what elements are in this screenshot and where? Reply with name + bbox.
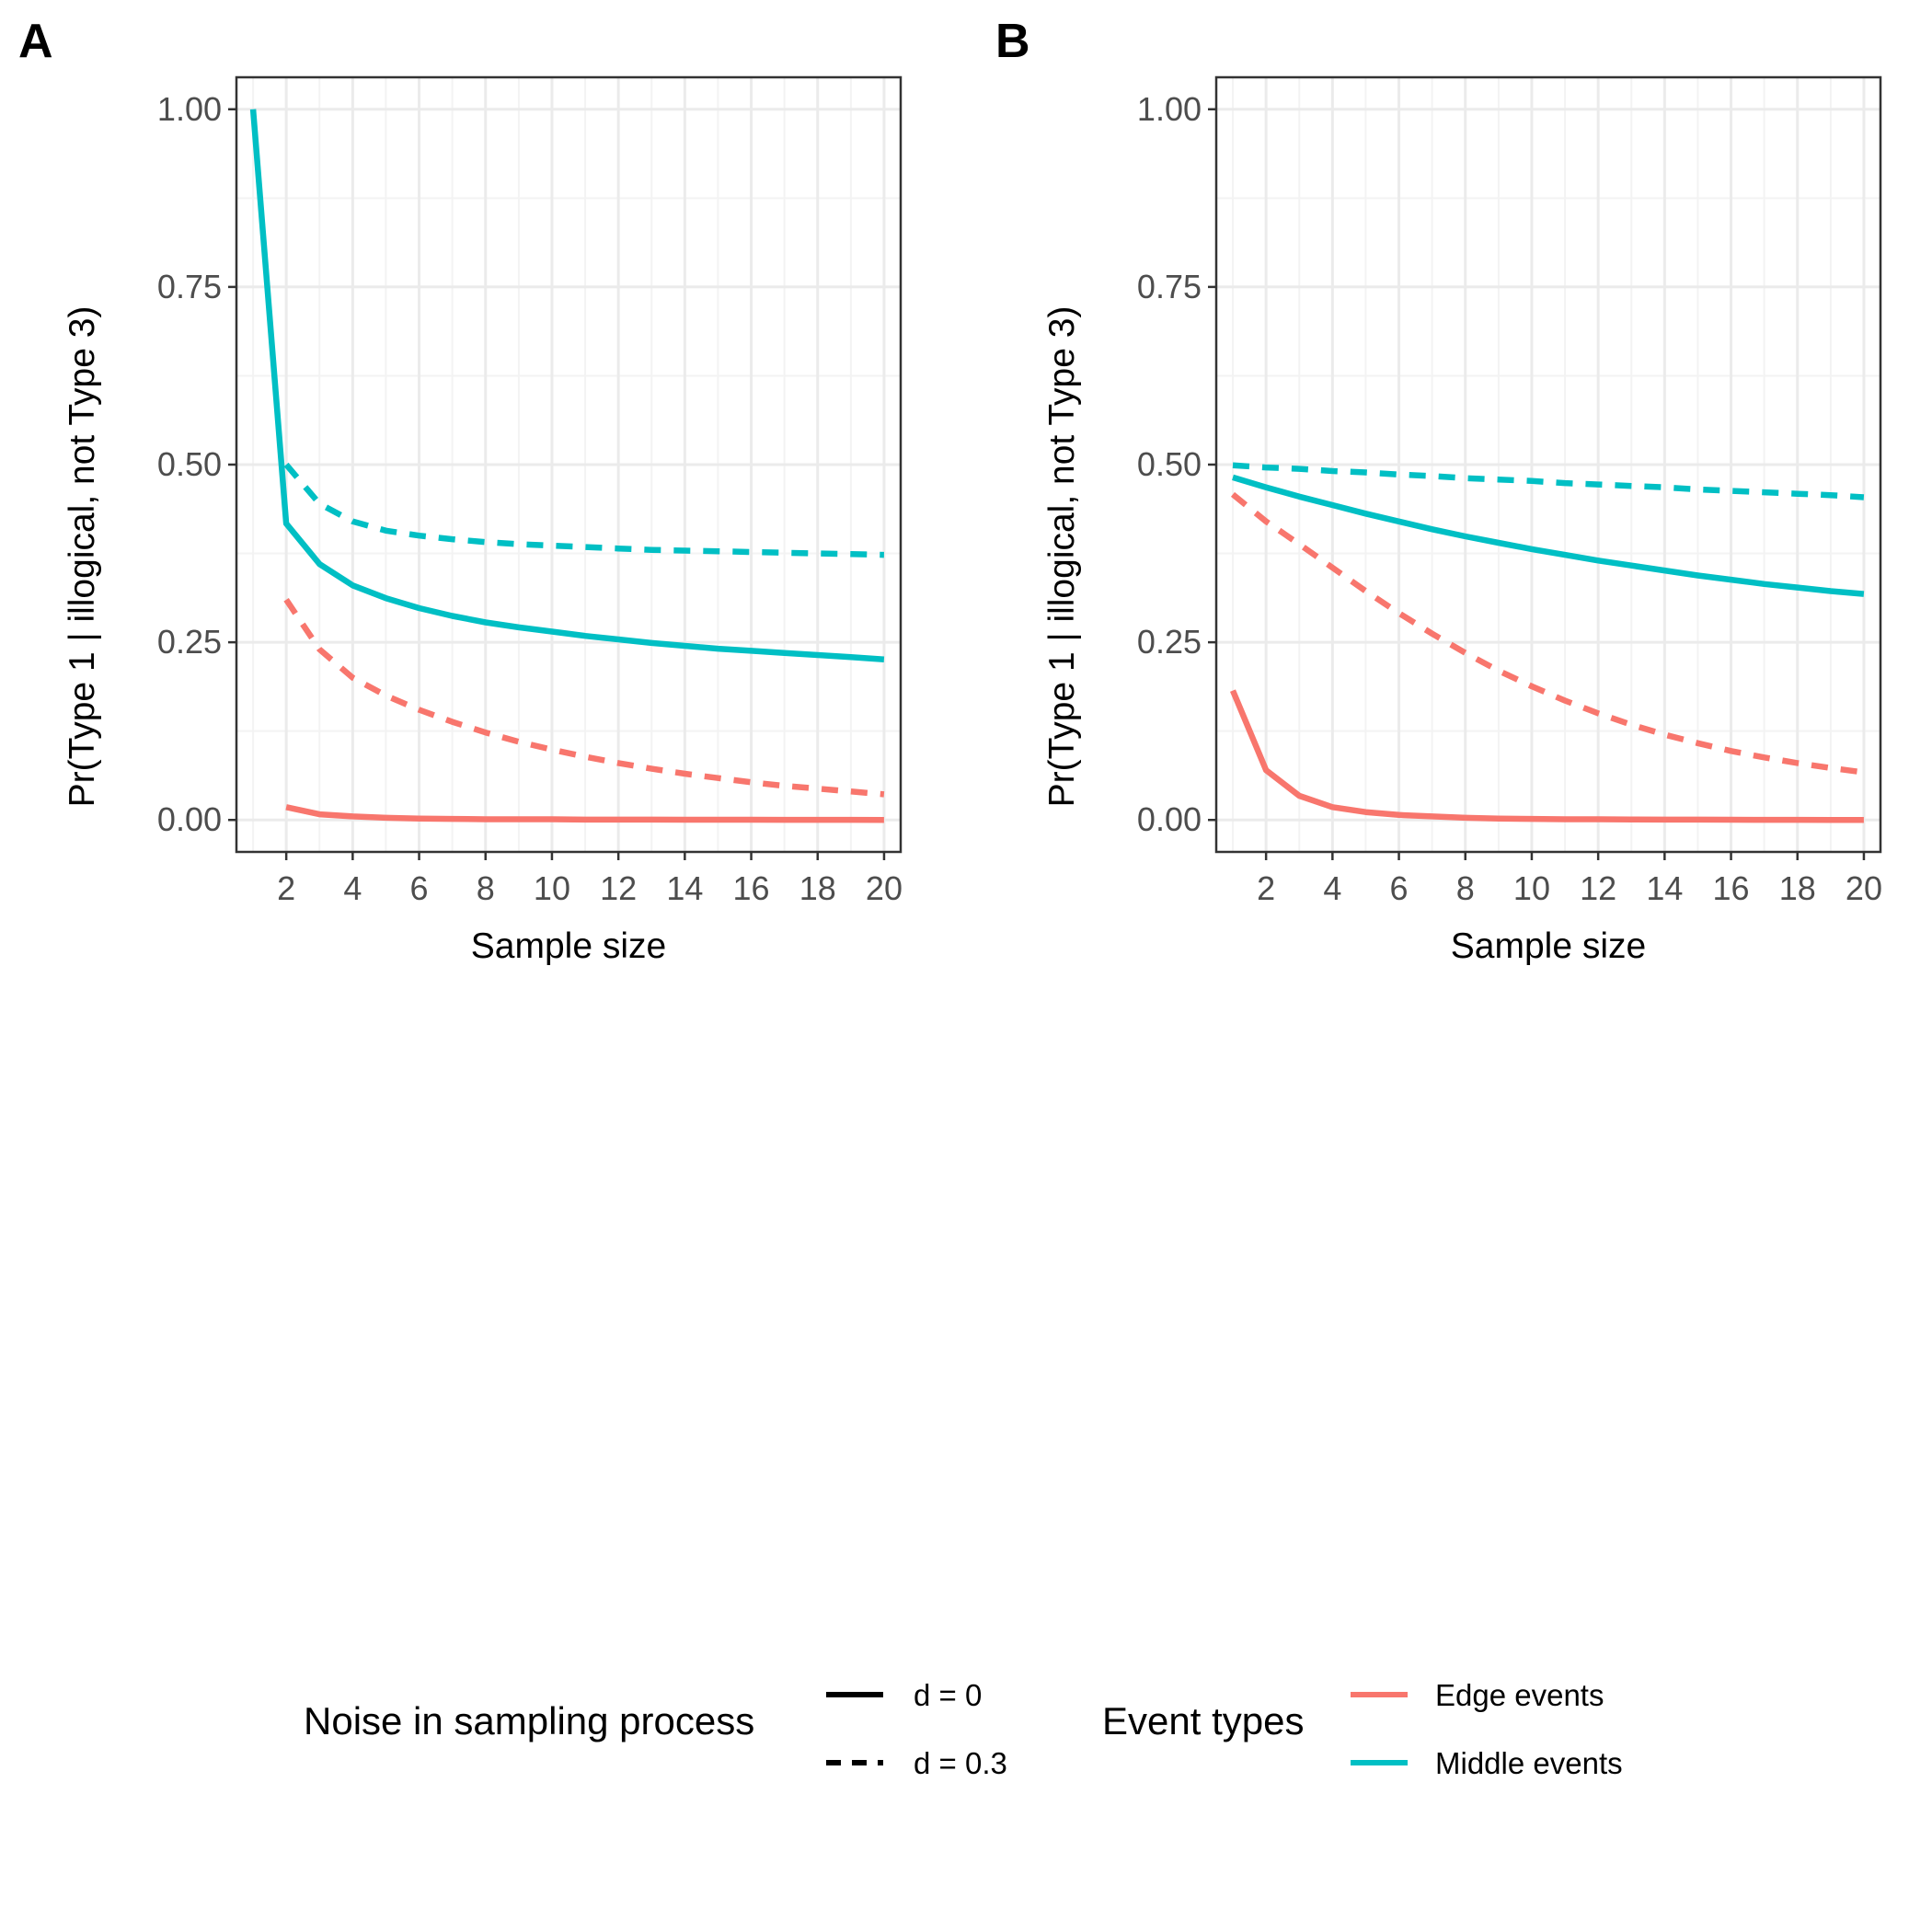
y-tick-label: 0.75 <box>1137 268 1202 305</box>
series-line-middle-d03 <box>1232 462 1865 500</box>
legend-events-label-0: Edge events <box>1435 1678 1604 1712</box>
x-tick-label: 8 <box>477 869 495 907</box>
x-tick-label: 6 <box>1390 869 1409 907</box>
legend-events-title: Event types <box>1102 1699 1304 1742</box>
y-axis-title: Pr(Type 1 | illogical, not Type 3) <box>1042 306 1082 808</box>
y-tick-label: 0.50 <box>157 445 222 483</box>
x-tick-label: 2 <box>1257 869 1275 907</box>
x-tick-label: 12 <box>1580 869 1616 907</box>
x-axis-title: Sample size <box>471 926 666 966</box>
series-line-edge-d03 <box>1230 491 1865 776</box>
series-line-middle-d03 <box>283 462 884 558</box>
y-tick-label: 0.25 <box>1137 623 1202 661</box>
y-tick-label: 1.00 <box>157 90 222 128</box>
legend-events-label-1: Middle events <box>1435 1746 1623 1780</box>
y-axis-title: Pr(Type 1 | illogical, not Type 3) <box>63 306 102 808</box>
x-tick-label: 18 <box>1779 869 1816 907</box>
series-line-edge-d0 <box>1230 689 1864 823</box>
legend-noise: Noise in sampling process d = 0 d = 0.3 <box>304 1678 1007 1780</box>
x-tick-label: 6 <box>410 869 429 907</box>
legend-events: Event types Edge events Middle events <box>1102 1678 1623 1780</box>
x-tick-label: 14 <box>1646 869 1683 907</box>
x-tick-label: 10 <box>534 869 570 907</box>
series-line-middle-d0 <box>249 109 885 662</box>
legend-noise-label-1: d = 0.3 <box>914 1746 1007 1780</box>
x-tick-label: 10 <box>1513 869 1550 907</box>
y-tick-label: 0.00 <box>157 800 222 838</box>
x-axis-title: Sample size <box>1451 926 1646 966</box>
y-tick-label: 0.25 <box>157 623 222 661</box>
panel-label-a: A <box>18 15 53 68</box>
x-tick-label: 2 <box>277 869 295 907</box>
x-tick-label: 4 <box>343 869 362 907</box>
legend-noise-label-0: d = 0 <box>914 1678 982 1712</box>
x-tick-label: 14 <box>666 869 703 907</box>
x-tick-label: 16 <box>733 869 770 907</box>
series-line-edge-d0 <box>285 804 884 823</box>
x-tick-label: 4 <box>1323 869 1341 907</box>
y-tick-label: 1.00 <box>1137 90 1202 128</box>
series-line-middle-d0 <box>1232 474 1865 597</box>
x-tick-label: 20 <box>1846 869 1882 907</box>
legend-noise-title: Noise in sampling process <box>304 1699 754 1742</box>
y-tick-label: 0.00 <box>1137 800 1202 838</box>
chart-panel-a: 0.00 0.25 0.50 0.75 1.00 2 4 6 8 10 12 14 16 18 20 Samp… <box>63 75 903 966</box>
x-tick-label: 20 <box>866 869 903 907</box>
x-tick-label: 16 <box>1713 869 1750 907</box>
x-tick-label: 18 <box>799 869 836 907</box>
y-tick-label: 0.75 <box>157 268 222 305</box>
panel-label-b: B <box>995 15 1030 68</box>
y-tick-label: 0.50 <box>1137 445 1202 483</box>
x-tick-label: 8 <box>1456 869 1475 907</box>
x-tick-label: 12 <box>600 869 637 907</box>
chart-panel-b: 0.00 0.25 0.50 0.75 1.00 2 4 6 8 10 12 14 16 18 20 Samp… <box>1042 75 1882 966</box>
